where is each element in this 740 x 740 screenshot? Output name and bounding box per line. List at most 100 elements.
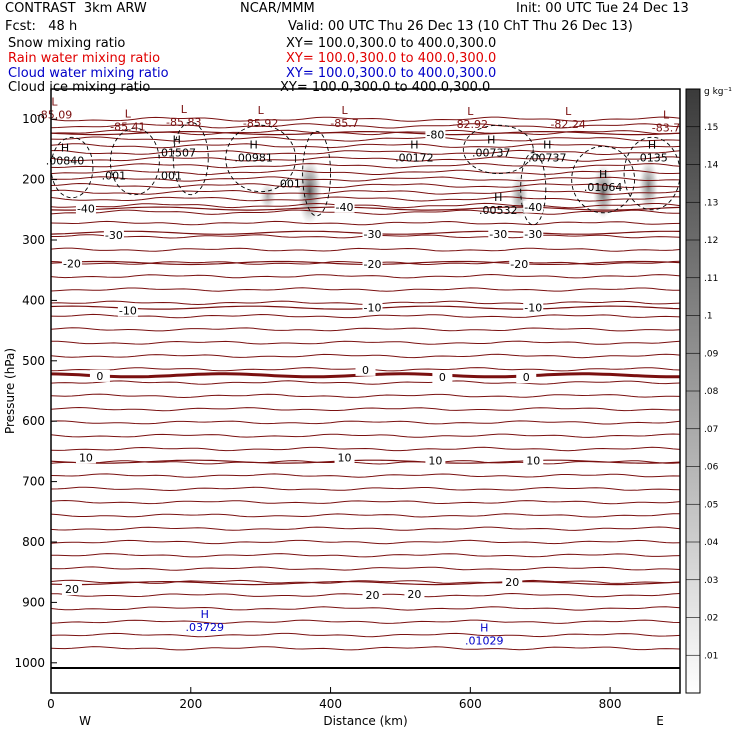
high-value: .01064 [584, 181, 623, 194]
isotherm-line [50, 446, 681, 452]
east-label: E [656, 714, 664, 728]
high-marker: H [61, 141, 69, 154]
y-tick-label: 600 [22, 414, 45, 428]
label-bg [362, 227, 383, 240]
isotherm-line [50, 156, 681, 162]
high-marker: H [487, 133, 495, 146]
low-value: -85.83 [166, 116, 201, 129]
label-bg [523, 454, 544, 467]
isotherm-line [50, 646, 681, 651]
contour-labels: -40 -40 -40 -30 -30 -30 -30 -20 -20 -20 -10 -10 -10 0… [61, 128, 544, 602]
label-bg [75, 202, 96, 215]
contour-label: -10 [119, 305, 137, 318]
y-tick-label: 500 [22, 354, 45, 368]
shaded-core-4 [259, 182, 276, 210]
label-bg [334, 451, 355, 464]
isotherm-line [50, 486, 681, 492]
high-value: .00737 [472, 146, 511, 159]
contour-label: -20 [63, 258, 81, 271]
colorbar-tick-label: .15 [704, 123, 718, 133]
label-bg [362, 258, 383, 271]
snow-contour-1 [109, 127, 160, 196]
colorbar-tick-label: .08 [704, 387, 719, 397]
isotherm-line [50, 189, 681, 195]
low-value: -85.41 [110, 120, 145, 133]
contour-label: 20 [65, 583, 79, 596]
snow-contour-2 [172, 121, 209, 196]
high-low-markers: L-85.09 L-85.41L-85.83L-85.92L-85.7L-82.9… [37, 95, 680, 647]
x-tick-label: 800 [599, 697, 622, 711]
low-marker: L [51, 95, 58, 108]
isotherm-line [50, 202, 681, 209]
y-tick-label: 800 [22, 535, 45, 549]
forecast-hour: Fcst: 48 h [5, 19, 78, 34]
x-tick-label: 200 [179, 697, 202, 711]
snow-contour-4 [302, 130, 332, 217]
field-xy-snow: XY= 100.0,300.0 to 400.0,300.0 [286, 36, 497, 51]
contour-label: 10 [338, 451, 352, 464]
high-value: .01507 [158, 146, 197, 159]
isotherm-line [50, 460, 681, 465]
field-xy-cloud-water: XY= 100.0,300.0 to 400.0,300.0 [286, 66, 497, 81]
west-label: W [79, 714, 91, 728]
high-marker: H [648, 138, 656, 151]
isotherm-line [50, 143, 681, 149]
colorbar-tick-label: .02 [704, 614, 718, 624]
label-bg [355, 363, 376, 376]
y-tick-label: 400 [22, 293, 45, 307]
contour-label: 10 [526, 454, 540, 467]
isotherm-line [50, 313, 681, 319]
y-tick-label: 700 [22, 475, 45, 489]
field-name-cloud-ice: Cloud ice mixing ratio [8, 80, 151, 95]
contour-label: 0 [523, 371, 530, 384]
snow-contour-3 [225, 124, 297, 193]
contour-label: -20 [510, 258, 528, 271]
isotherm-line [50, 123, 681, 129]
org-label: NCAR/MMM [240, 1, 315, 16]
cloud-water-high-value: .01029 [465, 635, 504, 648]
colorbar-tick-label: .09 [704, 349, 719, 359]
colorbar-tick-label: .04 [704, 538, 719, 548]
low-marker: L [565, 105, 572, 118]
field-name-cloud-water: Cloud water mixing ratio [8, 66, 169, 81]
isotherm-line [50, 606, 681, 611]
isotherm-line [50, 380, 681, 385]
contour-label: -30 [105, 229, 123, 242]
snow-contour-6 [520, 151, 547, 226]
isotherm--80 [50, 131, 681, 136]
isotherm-line [50, 513, 680, 518]
field-xy-cloud-ice: XY= 100.0,300.0 to 400.0,300.0 [280, 80, 491, 95]
colorbar-tick-label: .03 [704, 576, 718, 586]
low-marker: L [181, 103, 188, 116]
isotherm-line [50, 499, 681, 505]
isotherm-line [50, 566, 681, 571]
low-value: -82.92 [453, 118, 488, 131]
isotherm-line [50, 136, 681, 142]
x-tick-label: 0 [47, 697, 55, 711]
colorbar-tick-label: .06 [704, 463, 719, 473]
y-tick-label: 300 [22, 233, 45, 247]
field-name-snow: Snow mixing ratio [8, 36, 126, 51]
isotherm-line [50, 420, 681, 425]
label-bg [404, 587, 425, 600]
contour-label: 10 [79, 451, 93, 464]
contour-label: 0 [96, 370, 103, 383]
isotherm-line [50, 220, 681, 226]
isotherm-line [50, 327, 681, 332]
low-value: -82.24 [550, 118, 585, 131]
contour-label: -10 [524, 302, 542, 315]
label-bg [334, 200, 355, 213]
isotherm-10 [50, 459, 681, 464]
snow-contour-label: .001 [102, 170, 127, 183]
low-marker: L [341, 104, 348, 117]
isotherm-line [50, 632, 681, 638]
colorbar-tick-label: .13 [704, 198, 718, 208]
cloud-water-high-marker: H [201, 608, 209, 621]
low-value: -85.7 [330, 117, 358, 130]
high-value: .00532 [479, 204, 518, 217]
contour-label: 0 [362, 364, 369, 377]
colorbar-tick-label: .07 [704, 425, 718, 435]
high-marker: H [250, 138, 258, 151]
isotherm-line [50, 273, 681, 279]
colorbar-tick-label: .05 [704, 500, 718, 510]
